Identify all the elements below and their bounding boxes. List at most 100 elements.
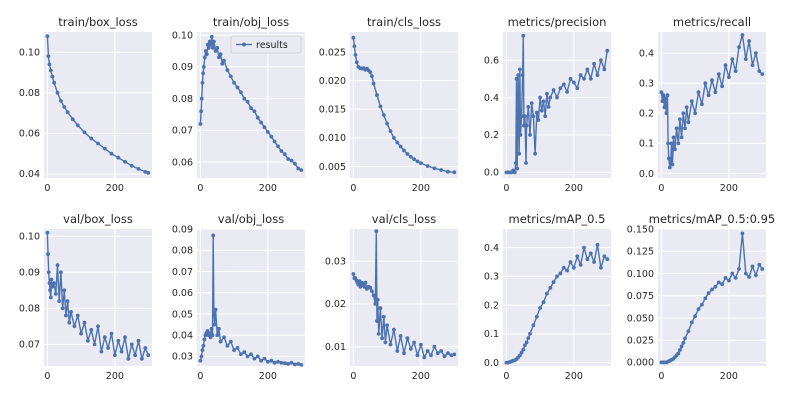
y-tick-label: 0.050 xyxy=(627,313,654,324)
data-point xyxy=(59,99,63,103)
y-tick-label: 0.6 xyxy=(484,55,499,66)
data-point xyxy=(531,114,536,119)
data-point xyxy=(123,335,127,340)
data-point xyxy=(276,359,280,364)
y-tick-label: 0.08 xyxy=(19,304,40,315)
data-point xyxy=(415,159,420,164)
data-point xyxy=(146,171,151,175)
plot-area xyxy=(658,229,766,366)
data-point xyxy=(388,342,393,347)
y-tick-label: 0.03 xyxy=(172,352,193,363)
x-tick-label: 200 xyxy=(720,371,738,382)
data-point xyxy=(136,338,141,343)
data-point xyxy=(299,363,304,367)
y-tick-label: 0.02 xyxy=(325,299,346,310)
data-point xyxy=(693,314,697,319)
data-point xyxy=(378,104,383,109)
data-point xyxy=(279,360,284,365)
data-point xyxy=(683,126,687,131)
data-point xyxy=(395,140,400,145)
data-point xyxy=(518,67,522,72)
data-point xyxy=(79,331,83,336)
data-point xyxy=(354,60,359,65)
data-point xyxy=(519,350,524,355)
data-point xyxy=(385,121,389,126)
data-point xyxy=(65,299,70,303)
y-tick-label: 0.025 xyxy=(627,336,654,347)
x-tick-label: 200 xyxy=(106,183,124,194)
data-point xyxy=(588,76,593,81)
data-point xyxy=(245,99,250,104)
data-point xyxy=(199,109,204,114)
data-point xyxy=(217,326,221,331)
data-point xyxy=(276,144,280,149)
data-point xyxy=(293,362,297,367)
plot-area xyxy=(350,229,458,366)
data-point xyxy=(668,159,673,164)
data-point xyxy=(548,286,553,290)
data-point xyxy=(439,349,443,353)
data-point xyxy=(242,350,247,355)
data-point xyxy=(55,263,60,267)
data-point xyxy=(368,70,373,74)
data-point xyxy=(49,277,54,282)
y-tick-label: 0.020 xyxy=(319,76,346,87)
x-tick-label: 0 xyxy=(503,183,509,194)
data-point xyxy=(716,280,721,285)
subplot-p0: 0.04 0.06 0.08 0.10 0 200 train/box_loss xyxy=(19,15,152,194)
data-point xyxy=(706,93,711,98)
data-point xyxy=(684,105,689,110)
data-point xyxy=(102,335,107,340)
data-point xyxy=(723,276,728,280)
data-point xyxy=(446,169,450,174)
data-point xyxy=(671,135,676,140)
data-point xyxy=(517,151,522,156)
data-point xyxy=(225,343,230,348)
data-point xyxy=(89,328,94,332)
data-point xyxy=(750,264,755,269)
x-tick-label: 200 xyxy=(720,183,738,194)
data-point xyxy=(534,314,539,319)
data-point xyxy=(546,105,551,109)
data-point xyxy=(375,297,380,302)
data-point xyxy=(378,306,383,311)
data-point xyxy=(262,356,267,361)
data-point xyxy=(64,313,68,318)
data-point xyxy=(605,48,610,53)
data-point xyxy=(213,49,218,53)
y-tick-label: 0.08 xyxy=(172,246,193,257)
data-point xyxy=(662,105,667,110)
y-tick-label: 0.09 xyxy=(172,62,193,73)
x-tick-label: 0 xyxy=(658,371,664,382)
subplot-title: metrics/recall xyxy=(673,15,751,29)
data-point xyxy=(398,334,403,338)
data-point xyxy=(289,158,294,163)
data-point xyxy=(713,90,718,95)
data-point xyxy=(286,157,290,161)
data-point xyxy=(696,307,701,311)
subplot-p4: 0.0 0.1 0.2 0.3 0.4 0 200 metrics/recall xyxy=(639,15,766,194)
data-point xyxy=(543,114,548,119)
data-point xyxy=(538,306,542,310)
data-point xyxy=(750,63,755,67)
data-point xyxy=(425,349,430,353)
data-point xyxy=(568,260,573,264)
data-point xyxy=(595,73,600,77)
y-tick-label: 0.09 xyxy=(172,224,193,235)
data-point xyxy=(102,146,107,151)
data-point xyxy=(545,91,549,96)
data-point xyxy=(113,353,117,358)
data-point xyxy=(737,267,741,271)
data-point xyxy=(293,161,297,166)
data-point xyxy=(592,61,596,66)
data-point xyxy=(50,74,55,79)
data-point xyxy=(82,130,87,135)
plot-area xyxy=(503,229,611,366)
data-point xyxy=(371,293,376,298)
y-tick-label: 0.0 xyxy=(484,168,499,179)
data-point xyxy=(203,49,208,53)
data-point xyxy=(599,265,603,270)
data-point xyxy=(405,336,410,341)
plot-area xyxy=(44,229,152,366)
data-point xyxy=(232,80,237,85)
